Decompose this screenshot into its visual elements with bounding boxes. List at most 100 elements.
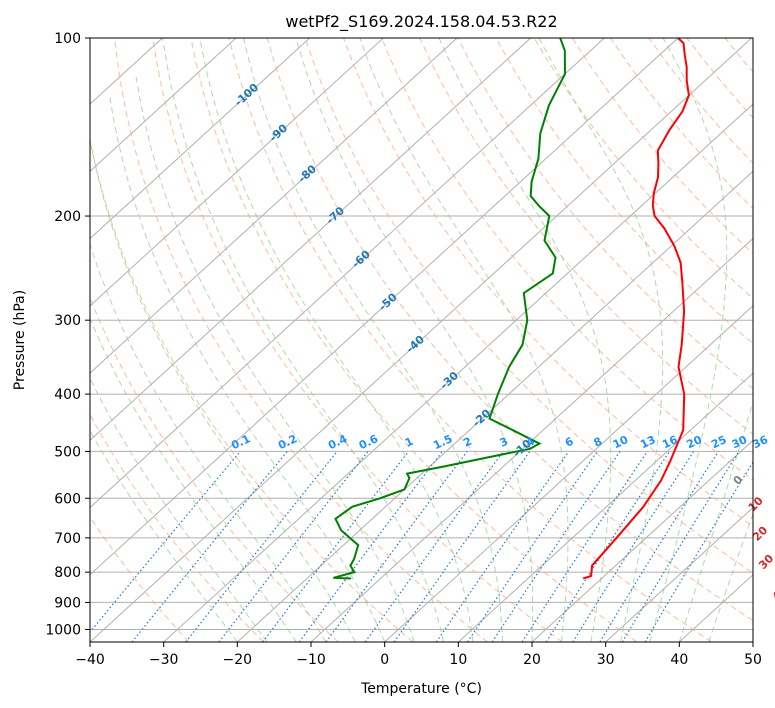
moist-adiabat <box>90 429 238 642</box>
y-tick-label: 800 <box>54 565 81 581</box>
isotherm <box>90 38 679 576</box>
mixing-ratio-label: 3 <box>498 435 510 450</box>
dry-adiabat <box>90 296 339 642</box>
y-tick-label: 100 <box>54 31 81 47</box>
dry-adiabat <box>90 516 190 642</box>
moist-adiabat <box>90 136 356 642</box>
x-tick-label: 50 <box>744 652 762 668</box>
mixing-ratio-label: 6 <box>563 435 576 450</box>
mixing-ratio-line <box>325 451 468 642</box>
dry-adiabat <box>763 38 775 642</box>
y-axis: 100 200 300 400 500 600 700 800 900 1000 <box>45 31 90 638</box>
isotherm <box>90 38 753 642</box>
isotherm <box>605 506 753 642</box>
isotherm <box>90 38 605 509</box>
moist-adiabat <box>538 38 664 642</box>
y-tick-label: 400 <box>54 387 81 403</box>
moist-adiabat <box>90 316 297 642</box>
x-axis-label: Temperature (°C) <box>360 681 482 697</box>
mixing-ratio-line <box>545 451 670 642</box>
isotherm <box>531 439 753 642</box>
dry-adiabat <box>90 137 414 642</box>
moist-adiabat <box>649 38 728 642</box>
y-tick-label: 200 <box>54 209 81 225</box>
dry-adiabat-label: 0 <box>731 473 746 488</box>
mixing-ratio-label: 2 <box>461 435 473 450</box>
dry-adiabat <box>457 38 753 390</box>
dry-adiabat <box>343 38 753 527</box>
mixing-ratio-label: 13 <box>638 433 657 451</box>
moist-adiabat <box>295 38 534 642</box>
mixing-ratio-line <box>521 451 648 642</box>
y-tick-label: 500 <box>54 444 81 460</box>
temperature-profile <box>582 38 690 580</box>
x-tick-label: 20 <box>523 652 541 668</box>
moist-adiabat <box>90 377 268 642</box>
y-tick-label: 300 <box>54 313 81 329</box>
mixing-ratio-line <box>131 451 288 642</box>
dewpoint-profile <box>333 38 567 580</box>
y-tick-label: 700 <box>54 531 81 547</box>
moist-adiabat <box>359 38 569 642</box>
dry-adiabat-label: 30 <box>756 552 775 572</box>
series-lines <box>333 38 690 580</box>
mixing-ratio-label: 20 <box>685 433 705 451</box>
x-tick-label: 0 <box>380 652 389 668</box>
isotherm <box>457 372 753 642</box>
isotherm <box>678 574 753 642</box>
dry-adiabat <box>228 38 712 642</box>
isotherm <box>90 38 311 240</box>
dry-adiabat <box>152 38 563 642</box>
mixing-ratio-line <box>298 451 443 642</box>
moist-adiabat <box>109 95 386 642</box>
mixing-ratio-label: 0.4 <box>326 432 349 452</box>
dry-adiabat <box>419 38 753 435</box>
mixing-ratio-line <box>90 451 241 633</box>
moist-adiabat <box>199 38 474 642</box>
moist-adiabat <box>243 38 503 642</box>
mixing-ratio-line <box>218 451 369 642</box>
dry-adiabat <box>266 38 753 622</box>
mixing-ratio-label: 36 <box>751 433 771 451</box>
mixing-ratio-line <box>491 451 621 642</box>
x-tick-label: −10 <box>296 652 326 668</box>
mixing-ratio-label: 30 <box>730 433 750 451</box>
dry-adiabat <box>648 38 753 165</box>
y-tick-label: 1000 <box>45 622 81 638</box>
mixing-ratio-label: 0.6 <box>357 432 380 452</box>
isotherm <box>90 38 532 441</box>
mixing-ratio-line <box>435 451 570 642</box>
isotherm <box>90 38 384 307</box>
dry-adiabat <box>495 38 753 345</box>
dry-adiabat <box>610 38 753 210</box>
chart-title: wetPf2_S169.2024.158.04.53.R22 <box>285 12 557 32</box>
dry-adiabat <box>304 38 753 574</box>
y-tick-label: 900 <box>54 595 81 611</box>
mixing-ratio-label: 25 <box>709 433 728 451</box>
x-tick-label: −20 <box>223 652 253 668</box>
mixing-ratio-line <box>364 451 504 642</box>
plot-frame <box>89 37 754 643</box>
mixing-ratio-label: 8 <box>592 435 604 450</box>
y-tick-label: 600 <box>54 491 81 507</box>
x-tick-label: 30 <box>597 652 615 668</box>
mixing-ratio-label: 10 <box>611 433 631 451</box>
mixing-ratio-line <box>572 451 695 642</box>
x-tick-label: 40 <box>670 652 688 668</box>
dry-adiabat <box>114 38 488 642</box>
x-axis: −40 −30 −20 −10 0 10 20 30 40 50 <box>75 642 762 668</box>
moist-adiabat <box>678 399 753 642</box>
mixing-ratio-line <box>466 451 598 642</box>
dry-adiabat-label: 40 <box>770 583 775 603</box>
x-tick-label: −40 <box>75 652 105 668</box>
moist-adiabat <box>162 38 445 642</box>
moist-adiabat <box>438 38 612 642</box>
moist-adiabat <box>135 73 415 642</box>
moist-adiabat <box>708 512 753 642</box>
mixing-ratio-line <box>621 451 740 642</box>
mixing-ratio-line <box>599 451 719 642</box>
mixing-ratio-label: 16 <box>660 433 680 451</box>
isotherm <box>310 237 753 642</box>
isotherm <box>90 38 237 172</box>
dry-adiabat <box>90 413 264 642</box>
